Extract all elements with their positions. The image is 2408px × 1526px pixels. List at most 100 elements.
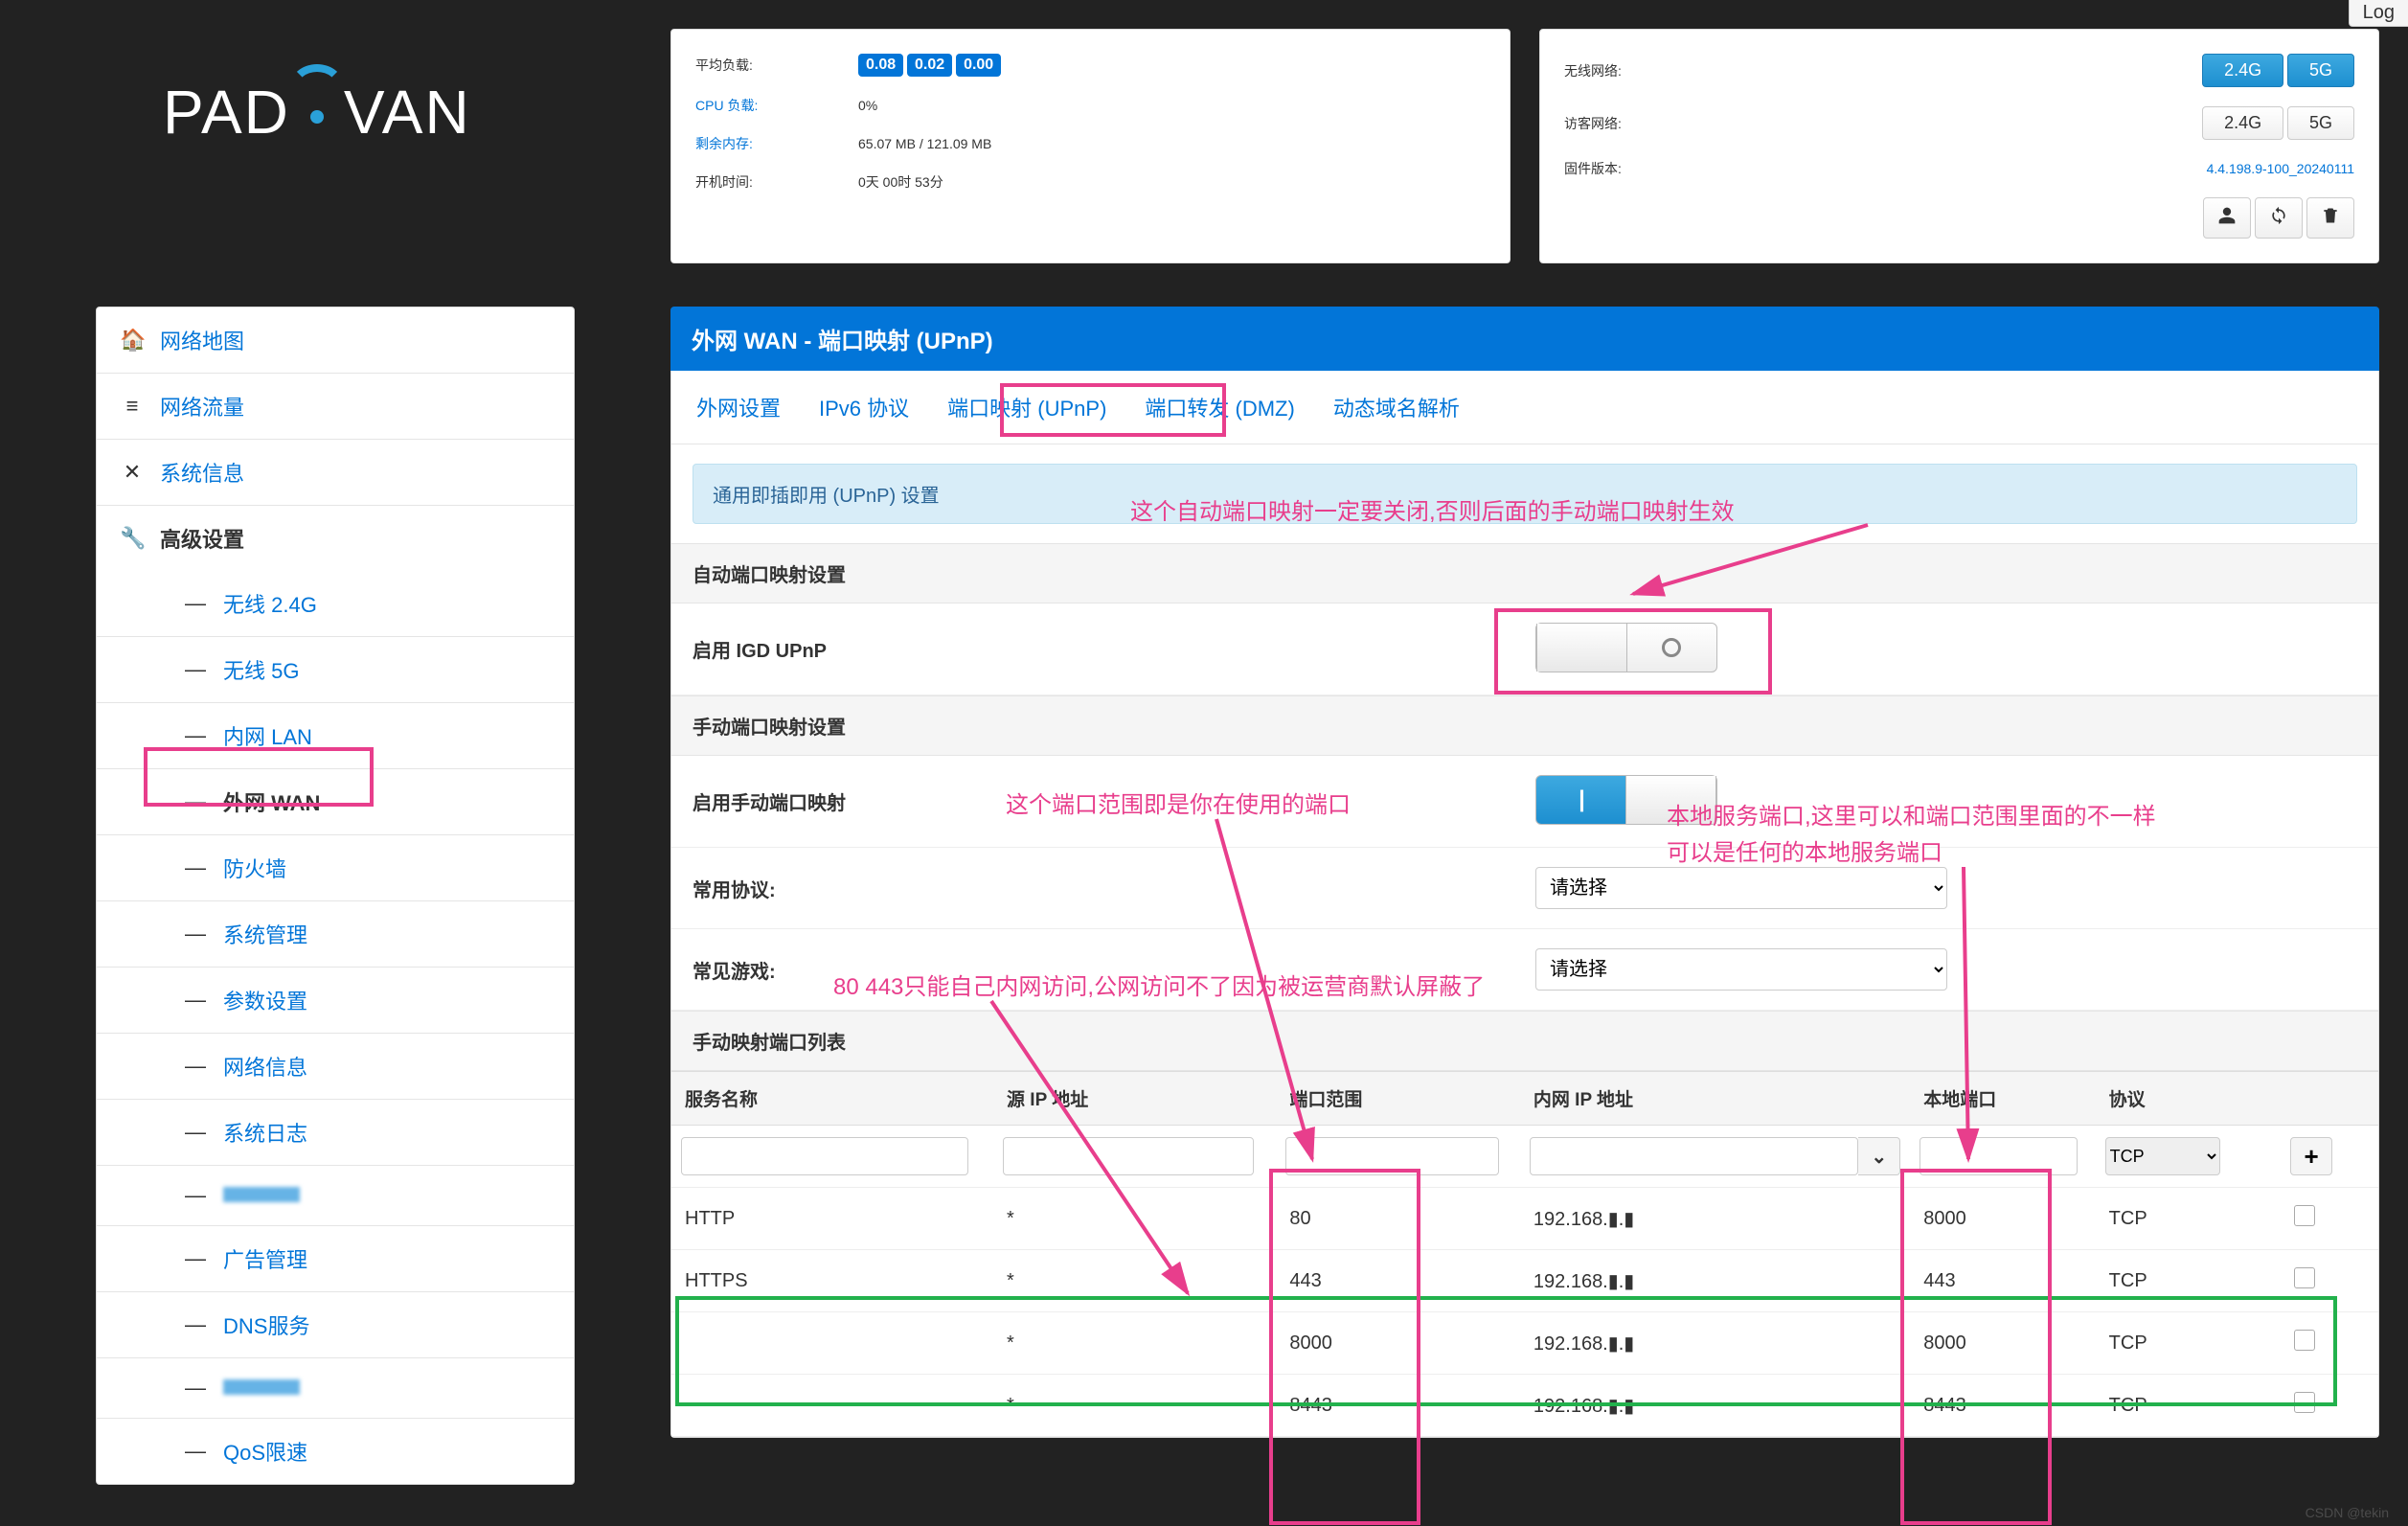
sidebar-item-label: 系统信息 <box>160 457 244 488</box>
sidebar-subitem[interactable]: —外网 WAN <box>97 769 574 835</box>
sidebar-subitem[interactable]: —QoS限速 <box>97 1419 574 1484</box>
sidebar-icon: 🔧 <box>120 526 145 551</box>
ip-cell: 192.168.▮.▮ <box>1520 1188 1910 1250</box>
watermark: CSDN @tekin <box>2306 1505 2389 1520</box>
igd-upnp-toggle[interactable] <box>1535 623 1717 672</box>
lan-ip-dropdown[interactable]: ⌄ <box>1858 1137 1900 1175</box>
main: 外网 WAN - 端口映射 (UPnP) 外网设置IPv6 协议端口映射 (UP… <box>670 307 2379 1438</box>
refresh-icon <box>2269 206 2288 225</box>
local-port-input[interactable] <box>1920 1137 2078 1175</box>
sidebar-subitem[interactable]: —DNS服务 <box>97 1292 574 1358</box>
trash-button[interactable] <box>2306 197 2354 239</box>
minus-icon: — <box>183 591 208 616</box>
common-game-select[interactable]: 请选择 <box>1535 948 1947 991</box>
sidebar-subitem[interactable]: — 无线 2.4G <box>97 571 574 637</box>
add-row-button[interactable]: + <box>2290 1137 2332 1175</box>
sidebar-item-label: 高级设置 <box>160 523 244 554</box>
proto-cell: TCP <box>2096 1375 2281 1437</box>
source-ip-input[interactable] <box>1003 1137 1254 1175</box>
refresh-button[interactable] <box>2255 197 2303 239</box>
tab[interactable]: 动态域名解析 <box>1333 392 1460 422</box>
sidebar-subitem-label: 防火墙 <box>223 853 286 883</box>
src-cell: * <box>993 1188 1276 1250</box>
manual-enable-toggle[interactable]: | <box>1535 775 1717 825</box>
sidebar-subitem-label: 广告管理 <box>223 1243 307 1274</box>
tab[interactable]: 端口映射 (UPnP) <box>947 392 1106 422</box>
row-checkbox[interactable] <box>2294 1267 2315 1288</box>
service-name-input[interactable] <box>681 1137 968 1175</box>
load-badge: 0.08 <box>858 54 903 77</box>
log-button[interactable]: Log <box>2349 0 2408 27</box>
load-badge: 0.02 <box>907 54 952 77</box>
wifi-5g-button[interactable]: 5G <box>2287 54 2354 87</box>
logo-pre: PAD <box>163 77 290 148</box>
sidebar-subitem[interactable]: —系统管理 <box>97 901 574 968</box>
sidebar-subitem-label: 外网 WAN <box>223 786 320 817</box>
guest-5g-button[interactable]: 5G <box>2287 106 2354 140</box>
tab[interactable]: 外网设置 <box>696 392 781 422</box>
sidebar-subitem[interactable]: —参数设置 <box>97 968 574 1034</box>
sidebar-subitem[interactable]: — <box>97 1166 574 1226</box>
sidebar-subitem-label: 无线 2.4G <box>223 588 317 619</box>
table-header: 源 IP 地址 <box>993 1072 1276 1126</box>
table-header <box>2281 1072 2378 1126</box>
table-row: HTTP * 80 192.168.▮.▮ 8000 TCP <box>671 1188 2378 1250</box>
port-range-input[interactable] <box>1285 1137 1499 1175</box>
range-cell: 8443 <box>1276 1375 1520 1437</box>
sidebar-item[interactable]: 🏠网络地图 <box>97 307 574 374</box>
igd-upnp-label: 启用 IGD UPnP <box>693 635 1152 663</box>
sidebar-subitem[interactable]: — 防火墙 <box>97 835 574 901</box>
sidebar-subitem-label: 内网 LAN <box>223 720 312 751</box>
sidebar-subitem[interactable]: — <box>97 1358 574 1419</box>
sidebar-subitem-label: QoS限速 <box>223 1436 307 1467</box>
row-checkbox[interactable] <box>2294 1330 2315 1351</box>
tab[interactable]: 端口转发 (DMZ) <box>1145 392 1294 422</box>
minus-icon: — <box>183 723 208 748</box>
common-protocol-label: 常用协议: <box>693 875 1152 902</box>
tab[interactable]: IPv6 协议 <box>819 392 909 422</box>
sidebar-item-label: 网络地图 <box>160 325 244 355</box>
sidebar-item[interactable]: 🔧 高级设置 <box>97 506 574 571</box>
mem-label[interactable]: 剩余内存: <box>695 136 753 151</box>
avg-load-label: 平均负载: <box>695 44 858 86</box>
fw-label: 固件版本: <box>1564 149 1727 188</box>
proto-cell: TCP <box>2096 1250 2281 1312</box>
logo: PAD VAN <box>163 77 471 148</box>
minus-icon: — <box>183 855 208 880</box>
minus-icon: — <box>183 1376 208 1401</box>
row-checkbox[interactable] <box>2294 1205 2315 1226</box>
fw-version[interactable]: 4.4.198.9-100_20240111 <box>2207 161 2354 176</box>
sidebar-subitem[interactable]: — 内网 LAN <box>97 703 574 769</box>
sidebar-subitem[interactable]: —系统日志 <box>97 1100 574 1166</box>
toggle-off-icon <box>1662 638 1681 657</box>
stats-panel-right: 无线网络: 2.4G 5G 访客网络: 2.4G 5G 固件版本: 4.4.19… <box>1539 29 2379 263</box>
lan-ip-input[interactable] <box>1530 1137 1858 1175</box>
cpu-load-label[interactable]: CPU 负载: <box>695 98 758 113</box>
table-row: * 8000 192.168.▮.▮ 8000 TCP <box>671 1312 2378 1375</box>
row-checkbox[interactable] <box>2294 1392 2315 1413</box>
protocol-select[interactable]: TCP <box>2105 1137 2220 1175</box>
wifi-icon <box>288 85 346 133</box>
table-header: 本地端口 <box>1910 1072 2095 1126</box>
user-icon-button[interactable] <box>2203 197 2251 239</box>
ip-cell: 192.168.▮.▮ <box>1520 1312 1910 1375</box>
common-protocol-select[interactable]: 请选择 <box>1535 867 1947 909</box>
manual-enable-label: 启用手动端口映射 <box>693 787 1152 815</box>
wifi-label: 无线网络: <box>1564 44 1727 97</box>
guest-24g-button[interactable]: 2.4G <box>2202 106 2283 140</box>
wifi-24g-button[interactable]: 2.4G <box>2202 54 2283 87</box>
mem-value: 65.07 MB / 121.09 MB <box>858 125 1486 163</box>
ip-cell: 192.168.▮.▮ <box>1520 1375 1910 1437</box>
sidebar-subitem[interactable]: —无线 5G <box>97 637 574 703</box>
table-header: 端口范围 <box>1276 1072 1520 1126</box>
sidebar-item[interactable]: ≡网络流量 <box>97 374 574 440</box>
table-row: HTTPS * 443 192.168.▮.▮ 443 TCP <box>671 1250 2378 1312</box>
sidebar-subitem[interactable]: —网络信息 <box>97 1034 574 1100</box>
sidebar-item[interactable]: ✕系统信息 <box>97 440 574 506</box>
sidebar: 🏠网络地图≡网络流量✕系统信息 🔧 高级设置 — 无线 2.4G —无线 5G — 内网 L… <box>96 307 575 1485</box>
sidebar-subitem[interactable]: —广告管理 <box>97 1226 574 1292</box>
logo-post: VAN <box>344 77 471 148</box>
common-game-label: 常见游戏: <box>693 956 1152 984</box>
local-cell: 8000 <box>1910 1312 2095 1375</box>
port-list-header: 手动映射端口列表 <box>671 1011 2378 1071</box>
